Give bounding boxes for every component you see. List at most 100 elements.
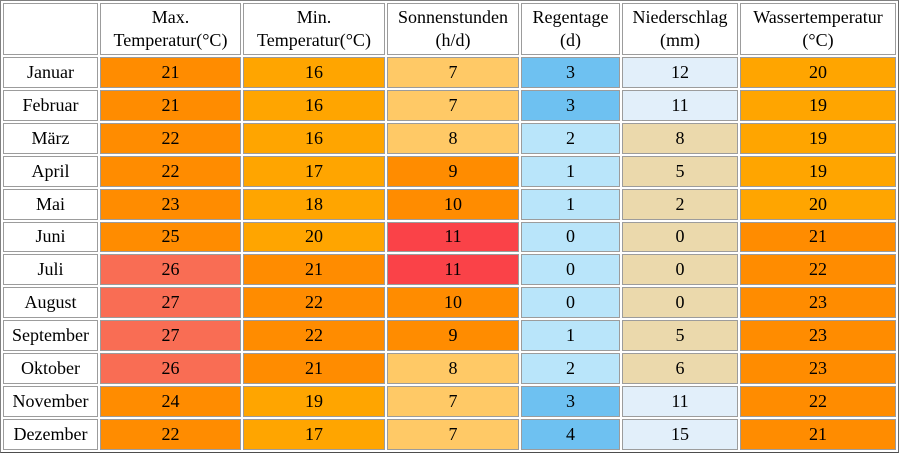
value-cell: 10 — [387, 287, 519, 319]
month-cell: Januar — [3, 57, 98, 88]
col-header-max-temperature: Max. Temperatur(°C) — [100, 3, 241, 55]
month-cell: Februar — [3, 89, 98, 121]
col-header-unit: (mm) — [660, 30, 700, 50]
value-cell: 21 — [100, 57, 241, 88]
value-cell: 22 — [740, 386, 896, 417]
value-cell: 7 — [387, 418, 519, 450]
value-cell: 19 — [740, 155, 896, 187]
month-cell: September — [3, 320, 98, 352]
col-header-unit: Temperatur(°C) — [113, 30, 228, 50]
value-cell: 22 — [243, 287, 385, 319]
value-cell: 23 — [740, 320, 896, 352]
table-row: April 22 17 9 1 5 19 — [3, 155, 896, 187]
col-header-rain-days: Regentage (d) — [521, 3, 620, 55]
col-header-unit: (°C) — [802, 30, 834, 50]
value-cell: 7 — [387, 89, 519, 121]
col-header-min-temperature: Min. Temperatur(°C) — [243, 3, 385, 55]
value-cell: 16 — [243, 57, 385, 88]
col-header-unit: (d) — [560, 30, 581, 50]
value-cell: 0 — [622, 221, 738, 253]
value-cell: 20 — [243, 221, 385, 253]
value-cell: 9 — [387, 320, 519, 352]
value-cell: 1 — [521, 155, 620, 187]
col-header-label: Regentage — [532, 6, 609, 27]
value-cell: 6 — [622, 353, 738, 385]
value-cell: 0 — [622, 287, 738, 319]
table-row: Oktober 26 21 8 2 6 23 — [3, 353, 896, 385]
value-cell: 17 — [243, 418, 385, 450]
value-cell: 16 — [243, 122, 385, 154]
value-cell: 16 — [243, 89, 385, 121]
value-cell: 1 — [521, 320, 620, 352]
col-header-label: Min. — [296, 6, 332, 27]
month-cell: August — [3, 287, 98, 319]
table-row: Februar 21 16 7 3 11 19 — [3, 89, 896, 121]
value-cell: 5 — [622, 155, 738, 187]
header-row: Max. Temperatur(°C) Min. Temperatur(°C) … — [3, 3, 896, 55]
value-cell: 21 — [740, 418, 896, 450]
value-cell: 23 — [740, 287, 896, 319]
value-cell: 3 — [521, 386, 620, 417]
table-row: November 24 19 7 3 11 22 — [3, 386, 896, 417]
value-cell: 11 — [387, 254, 519, 286]
value-cell: 19 — [740, 122, 896, 154]
value-cell: 22 — [740, 254, 896, 286]
value-cell: 8 — [387, 353, 519, 385]
value-cell: 10 — [387, 188, 519, 220]
value-cell: 1 — [521, 188, 620, 220]
month-cell: April — [3, 155, 98, 187]
table-row: August 27 22 10 0 0 23 — [3, 287, 896, 319]
value-cell: 11 — [622, 386, 738, 417]
month-cell: Juli — [3, 254, 98, 286]
value-cell: 3 — [521, 57, 620, 88]
value-cell: 22 — [100, 155, 241, 187]
value-cell: 3 — [521, 89, 620, 121]
month-cell: Dezember — [3, 418, 98, 450]
value-cell: 2 — [521, 353, 620, 385]
value-cell: 0 — [521, 254, 620, 286]
value-cell: 8 — [622, 122, 738, 154]
value-cell: 11 — [622, 89, 738, 121]
value-cell: 21 — [243, 353, 385, 385]
col-header-water-temperature: Wassertemperatur (°C) — [740, 3, 896, 55]
table-row: Mai 23 18 10 1 2 20 — [3, 188, 896, 220]
col-header-label: Max. — [151, 6, 190, 27]
col-header-label: Niederschlag — [632, 6, 728, 27]
table-row: Januar 21 16 7 3 12 20 — [3, 57, 896, 88]
value-cell: 27 — [100, 320, 241, 352]
table-body: Januar 21 16 7 3 12 20 Februar 21 16 7 3… — [3, 57, 896, 450]
value-cell: 7 — [387, 57, 519, 88]
value-cell: 4 — [521, 418, 620, 450]
table-row: Juli 26 21 11 0 0 22 — [3, 254, 896, 286]
month-cell: Oktober — [3, 353, 98, 385]
value-cell: 0 — [521, 221, 620, 253]
value-cell: 0 — [521, 287, 620, 319]
table-row: März 22 16 8 2 8 19 — [3, 122, 896, 154]
value-cell: 22 — [100, 418, 241, 450]
value-cell: 0 — [622, 254, 738, 286]
value-cell: 20 — [740, 57, 896, 88]
value-cell: 15 — [622, 418, 738, 450]
month-cell: Mai — [3, 188, 98, 220]
value-cell: 18 — [243, 188, 385, 220]
value-cell: 21 — [740, 221, 896, 253]
value-cell: 21 — [243, 254, 385, 286]
value-cell: 5 — [622, 320, 738, 352]
month-cell: Juni — [3, 221, 98, 253]
value-cell: 2 — [622, 188, 738, 220]
table-row: Dezember 22 17 7 4 15 21 — [3, 418, 896, 450]
value-cell: 20 — [740, 188, 896, 220]
table-row: September 27 22 9 1 5 23 — [3, 320, 896, 352]
col-header-unit: Temperatur(°C) — [257, 30, 371, 50]
value-cell: 12 — [622, 57, 738, 88]
value-cell: 23 — [100, 188, 241, 220]
value-cell: 24 — [100, 386, 241, 417]
col-header-precipitation: Niederschlag (mm) — [622, 3, 738, 55]
table-row: Juni 25 20 11 0 0 21 — [3, 221, 896, 253]
value-cell: 25 — [100, 221, 241, 253]
value-cell: 17 — [243, 155, 385, 187]
value-cell: 26 — [100, 353, 241, 385]
month-cell: November — [3, 386, 98, 417]
col-header-label: Wassertemperatur — [753, 6, 883, 27]
